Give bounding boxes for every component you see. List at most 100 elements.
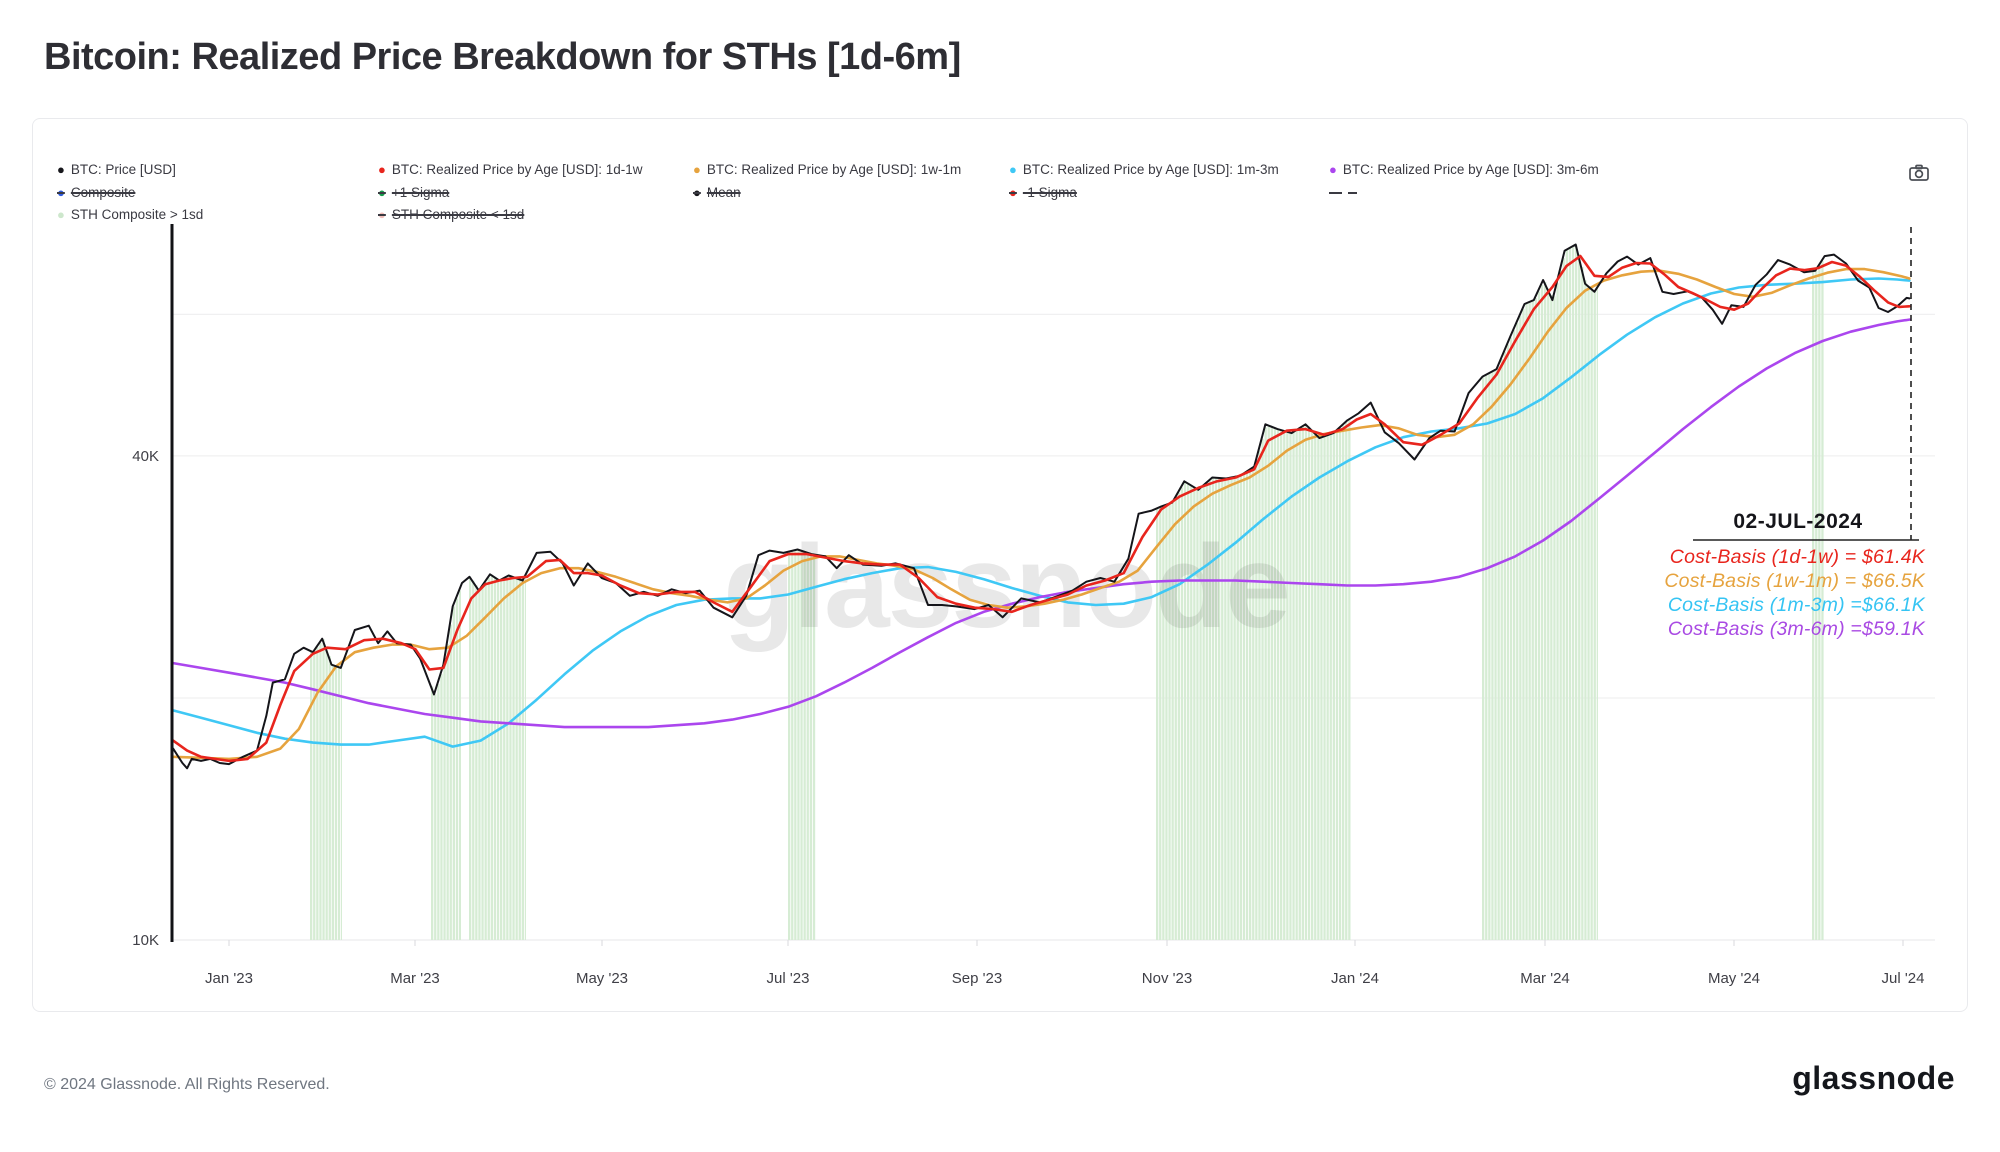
sth-band-bar <box>1199 488 1202 940</box>
sth-band-bar <box>1177 492 1180 940</box>
sth-band-bar <box>437 684 440 940</box>
sth-band-bar <box>1205 483 1208 940</box>
sth-band-bar <box>1503 351 1506 940</box>
sth-band-bar <box>1815 270 1818 940</box>
sth-band-bar <box>1280 429 1283 940</box>
sth-band-bar <box>1239 475 1242 940</box>
legend-item[interactable]: ● Composite <box>57 185 135 201</box>
sth-band-bar <box>1258 450 1261 940</box>
sth-band-bar <box>1162 506 1165 940</box>
sth-band-bar <box>1314 432 1317 940</box>
sth-band-bar <box>1537 291 1541 940</box>
legend-label: BTC: Price [USD] <box>70 162 176 177</box>
legend-item[interactable]: ● STH Composite > 1sd <box>57 207 203 223</box>
sth-band-bar <box>431 686 434 940</box>
sth-band-bar <box>1345 422 1348 940</box>
series-line <box>171 277 1911 748</box>
sth-band-bar <box>322 639 325 940</box>
sth-band-bar <box>1818 266 1821 940</box>
sth-band-bar <box>1326 435 1329 940</box>
legend-item[interactable]: ● STH Composite < 1sd <box>378 207 524 223</box>
x-axis-label: May '24 <box>1708 970 1760 987</box>
legend-marker-icon: ● <box>57 207 65 222</box>
sth-band-bar <box>1208 480 1211 940</box>
legend-item[interactable]: ● +1 Sigma <box>378 185 449 201</box>
sth-band-bar <box>490 574 493 940</box>
sth-band-bar <box>1500 359 1503 941</box>
sth-band-bar <box>1544 281 1547 940</box>
legend-item[interactable]: — -- <box>1329 185 1357 201</box>
sth-band-bar <box>1264 427 1267 940</box>
sth-band-bar <box>1513 330 1516 940</box>
sth-band-bar <box>1289 432 1292 940</box>
sth-band-bar <box>1202 486 1205 940</box>
annotation-lines: Cost-Basis (1d-1w) = $61.4K Cost-Basis (1… <box>1533 545 1925 641</box>
sth-band-bar <box>1245 472 1249 940</box>
sth-band-bar <box>1267 425 1270 941</box>
sth-band-bar <box>1196 488 1199 940</box>
legend-item[interactable]: ● BTC: Price [USD] <box>57 162 176 178</box>
sth-band-bar <box>1516 322 1519 940</box>
sth-band-bar <box>524 576 526 940</box>
sth-band-bar <box>1283 430 1286 940</box>
sth-band-bar <box>1550 295 1553 940</box>
legend-marker-icon: ● <box>57 185 65 200</box>
sth-band-bar <box>1348 419 1351 940</box>
legend-item[interactable]: ● Mean <box>693 185 741 201</box>
sth-band-bar <box>1183 482 1187 940</box>
y-axis-label: 40K <box>132 448 159 465</box>
legend-marker-icon: ● <box>57 162 65 177</box>
sth-band-bar <box>1540 284 1544 940</box>
sth-band-bar <box>1193 486 1196 940</box>
legend-label: +1 Sigma <box>391 185 450 200</box>
sth-band-bar <box>1320 437 1323 940</box>
legend-item[interactable]: ● BTC: Realized Price by Age [USD]: 1w-1m <box>693 162 961 178</box>
sth-band-bar <box>475 585 478 940</box>
sth-band-bar <box>1304 424 1308 940</box>
footer-copyright: © 2024 Glassnode. All Rights Reserved. <box>44 1076 330 1093</box>
sth-band-bar <box>1224 478 1227 940</box>
x-axis-label: Nov '23 <box>1142 970 1192 987</box>
legend-marker-icon: ● <box>378 185 386 200</box>
legend-label: -1 Sigma <box>1022 185 1077 200</box>
x-axis-label: Jan '24 <box>1331 970 1379 987</box>
chart-card: glassnode 40K 10K Jan '23 Mar '23 May '23 Jul … <box>32 118 1968 1012</box>
sth-band-bar <box>812 554 816 940</box>
x-axis-label: Sep '23 <box>952 970 1002 987</box>
sth-band-bar <box>800 550 803 940</box>
sth-band-bar <box>1276 428 1280 940</box>
sth-band-bar <box>1218 477 1221 940</box>
sth-band-bar <box>341 667 342 940</box>
x-axis-label: May '23 <box>576 970 628 987</box>
sth-band-bar <box>1534 298 1537 941</box>
sth-band-bar <box>1593 291 1596 941</box>
camera-icon[interactable] <box>1906 161 1932 185</box>
sth-band-bar <box>325 647 328 940</box>
sth-band-bar <box>496 578 500 940</box>
legend-item[interactable]: ● -1 Sigma <box>1009 185 1077 201</box>
sth-band-bar <box>1214 477 1218 940</box>
sth-band-bar <box>1301 426 1304 941</box>
sth-band-bar <box>1323 436 1326 940</box>
sth-band-bar <box>1531 301 1534 940</box>
legend-label: BTC: Realized Price by Age [USD]: 1m-3m <box>1022 162 1279 177</box>
legend-item[interactable]: ● BTC: Realized Price by Age [USD]: 1m-3m <box>1009 162 1279 178</box>
legend-item[interactable]: ● BTC: Realized Price by Age [USD]: 3m-6m <box>1329 162 1599 178</box>
sth-band-bar <box>1233 477 1236 940</box>
sth-band-bar <box>1190 484 1193 940</box>
sth-band-bar <box>1581 266 1584 940</box>
sth-band-bar <box>316 647 319 940</box>
sth-band-bar <box>1211 477 1215 940</box>
sth-band-bar <box>806 552 809 940</box>
sth-band-bar <box>1159 507 1162 940</box>
series-line <box>171 254 1911 763</box>
sth-band-bar <box>1525 303 1528 940</box>
legend-item[interactable]: ● BTC: Realized Price by Age [USD]: 1d-1w <box>378 162 642 178</box>
legend-label: STH Composite > 1sd <box>70 207 204 222</box>
sth-band-bar <box>493 576 497 940</box>
sth-band-bar <box>328 656 331 940</box>
legend-label: Mean <box>706 185 741 200</box>
sth-band-bar <box>1168 503 1171 940</box>
sth-band-bar <box>1317 435 1320 940</box>
